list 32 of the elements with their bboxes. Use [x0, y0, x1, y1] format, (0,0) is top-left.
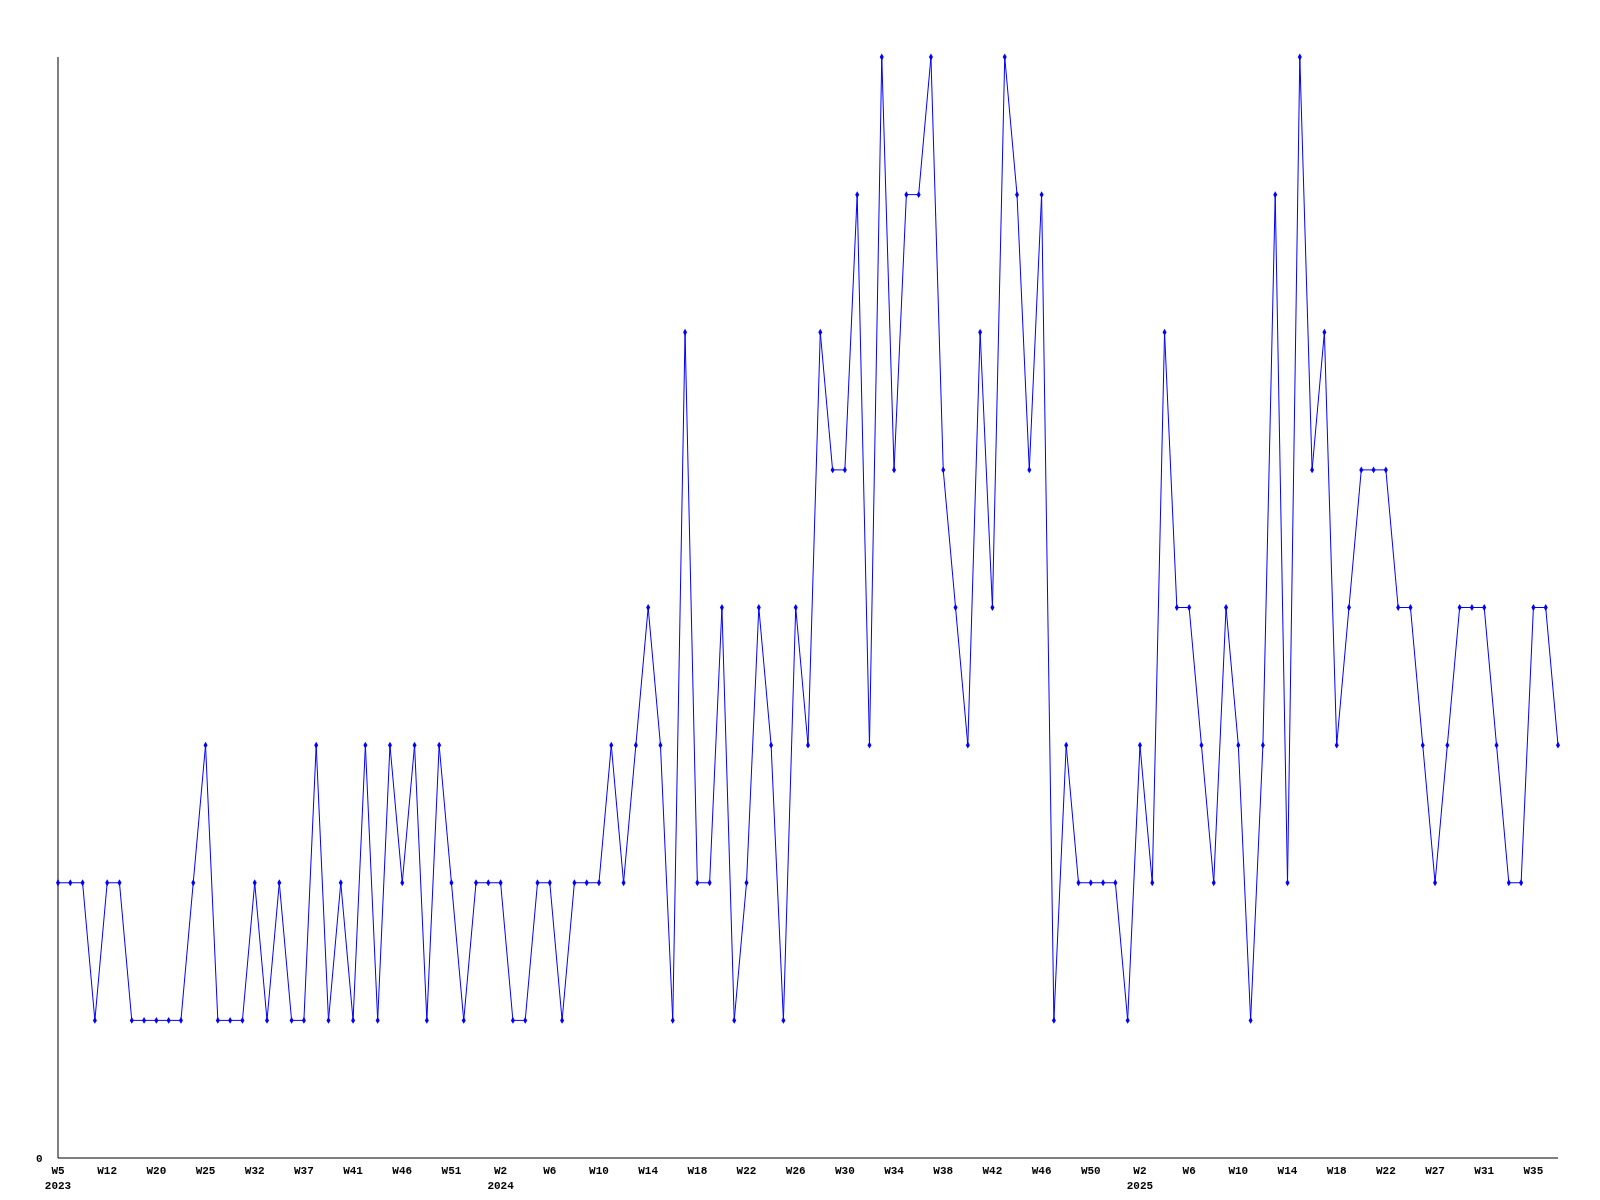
x-tick-label: W10 — [1228, 1165, 1249, 1177]
x-tick-label: W35 — [1523, 1165, 1544, 1177]
x-tick-label: W6 — [1182, 1165, 1196, 1177]
x-tick-label: W20 — [146, 1165, 167, 1177]
x-tick-label: W30 — [834, 1165, 855, 1177]
x-tick-label: W27 — [1425, 1165, 1445, 1177]
x-tick-label: W46 — [1031, 1165, 1052, 1177]
x-tick-label: W34 — [884, 1165, 905, 1177]
x-tick-label: W12 — [97, 1165, 118, 1177]
x-tick-label: W14 — [1277, 1165, 1298, 1177]
x-tick-label: W2 2024 — [487, 1165, 515, 1192]
x-tick-label: W6 — [543, 1165, 557, 1177]
x-tick-label: W26 — [785, 1165, 806, 1177]
x-tick-label: W50 — [1080, 1165, 1101, 1177]
x-tick-label: W46 — [392, 1165, 413, 1177]
x-tick-label: W18 — [687, 1165, 708, 1177]
x-tick-label: W22 — [736, 1165, 757, 1177]
x-tick-label: W51 — [441, 1165, 462, 1177]
x-tick-label: W31 — [1474, 1165, 1495, 1177]
x-tick-label: W5 2023 — [44, 1165, 72, 1192]
x-tick-label: W2 2025 — [1126, 1165, 1154, 1192]
x-tick-label: W38 — [933, 1165, 954, 1177]
x-tick-label: W25 — [195, 1165, 216, 1177]
text: 0 — [36, 1153, 43, 1165]
x-tick-label: W22 — [1375, 1165, 1396, 1177]
x-tick-label: W42 — [982, 1165, 1003, 1177]
x-tick-label: W10 — [589, 1165, 609, 1177]
x-tick-label: W41 — [343, 1165, 364, 1177]
x-tick-label: W18 — [1326, 1165, 1347, 1177]
x-tick-label: W32 — [244, 1165, 265, 1177]
x-tick-label: W37 — [294, 1165, 314, 1177]
x-tick-label: W14 — [638, 1165, 659, 1177]
